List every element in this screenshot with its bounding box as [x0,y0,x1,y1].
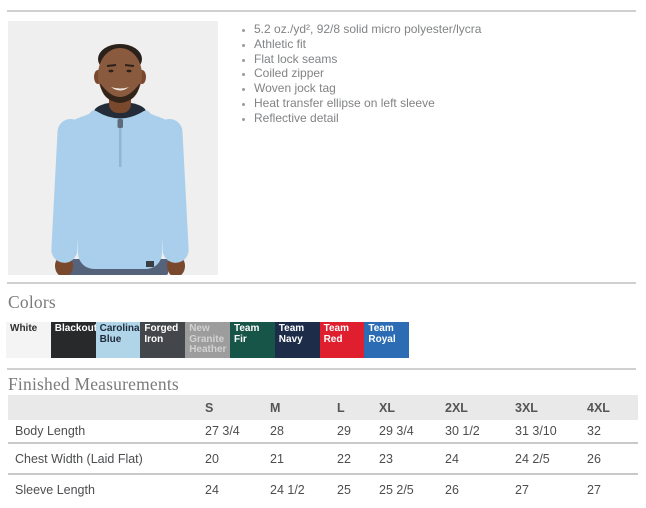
product-photo [8,21,218,275]
row-label: Chest Width (Laid Flat) [8,442,198,474]
size-header: S [198,395,263,420]
color-swatch-blackout: Blackout [50,322,96,358]
swatch-label: Carolina Blue [99,323,140,345]
size-header: 3XL [508,395,580,420]
color-swatch-team-fir: Team Fir [229,322,275,358]
size-header-corner [8,395,198,420]
color-swatch-team-royal: Team Royal [364,322,410,358]
measurement-cell: 24 [198,473,263,505]
measurements-heading: Finished Measurements [8,374,179,394]
swatch-label: Team Fir [233,323,260,345]
measurement-cell: 24 1/2 [263,473,330,505]
measurements-table: S M L XL 2XL 3XL 4XL Body Length 27 3/4 … [8,395,638,505]
table-row-sleeve-length: Sleeve Length 24 24 1/2 25 25 2/5 26 27 … [8,473,638,505]
swatch-label: Forged Iron [144,323,179,345]
colors-divider [7,282,636,284]
head [94,44,146,103]
color-swatch-forged-iron: Forged Iron [140,322,186,358]
feature-item: 5.2 oz./yd², 92/8 solid micro polyester/… [254,22,639,37]
measurement-cell: 27 [508,473,580,505]
feature-item: Flat lock seams [254,52,639,67]
measurement-cell: 21 [263,442,330,474]
measurement-cell: 24 2/5 [508,442,580,474]
swatch-label: Team Navy [278,323,305,345]
feature-item: Woven jock tag [254,81,639,96]
face [98,48,142,102]
size-header: 4XL [580,395,638,420]
model-illustration [8,21,218,275]
swatch-label: Blackout [54,323,96,334]
swatch-label: White [10,323,38,334]
measurement-cell: 24 [438,442,508,474]
measurement-cell: 26 [438,473,508,505]
feature-list-section: 5.2 oz./yd², 92/8 solid micro polyester/… [237,22,639,126]
color-swatch-team-navy: Team Navy [274,322,320,358]
measurement-cell: 30 1/2 [445,424,480,438]
table-row-chest-width: Chest Width (Laid Flat) 20 21 22 23 24 2… [8,442,638,474]
zipper-pull [117,119,123,128]
feature-item: Coiled zipper [254,66,639,81]
swatch-label: New Granite Heather [189,323,227,355]
measurement-cell: 23 [372,442,438,474]
swatch-label: Team Red [323,323,349,345]
measurement-cell: 22 [330,442,372,474]
smile [111,87,129,91]
top-divider [7,10,636,12]
colors-heading: Colors [8,292,56,312]
measurement-cell: 29 [337,424,351,438]
measurement-cell: 28 [270,424,284,438]
color-swatch-white: White [6,322,51,358]
zipper-track [119,119,122,167]
measurement-cell: 27 3/4 [205,424,240,438]
measurement-cell: 20 [198,442,263,474]
feature-item: Reflective detail [254,111,639,126]
measurement-cell: 31 3/10 [515,424,557,438]
feature-item: Athletic fit [254,37,639,52]
size-header: 2XL [438,395,508,420]
jock-tag [146,261,154,267]
row-label: Body Length [15,424,86,438]
size-header: XL [372,395,438,420]
table-row-body-length: Body Length 27 3/4 28 29 29 3/4 30 1/2 3… [8,420,638,443]
row-label: Sleeve Length [8,473,198,505]
color-swatch-row: White Blackout Carolina Blue Forged Iron… [6,322,410,358]
size-header: M [263,395,330,420]
size-header: L [330,395,372,420]
measurements-divider [7,368,636,370]
measurement-cell: 25 2/5 [372,473,438,505]
measurement-cell: 29 3/4 [379,424,414,438]
measurement-cell: 25 [330,473,372,505]
beard [100,83,140,103]
measurement-cell: 32 [587,424,601,438]
swatch-label: Team Royal [368,323,396,345]
measurement-cell: 26 [580,442,638,474]
pullover-body [51,111,189,269]
color-swatch-carolina-blue: Carolina Blue [95,322,141,358]
measurement-cell: 27 [580,473,638,505]
color-swatch-team-red: Team Red [319,322,365,358]
size-header-row: S M L XL 2XL 3XL 4XL [8,395,638,420]
feature-item: Heat transfer ellipse on left sleeve [254,96,639,111]
feature-list: 5.2 oz./yd², 92/8 solid micro polyester/… [237,22,639,126]
color-swatch-new-granite-heather: New Granite Heather [185,322,230,358]
